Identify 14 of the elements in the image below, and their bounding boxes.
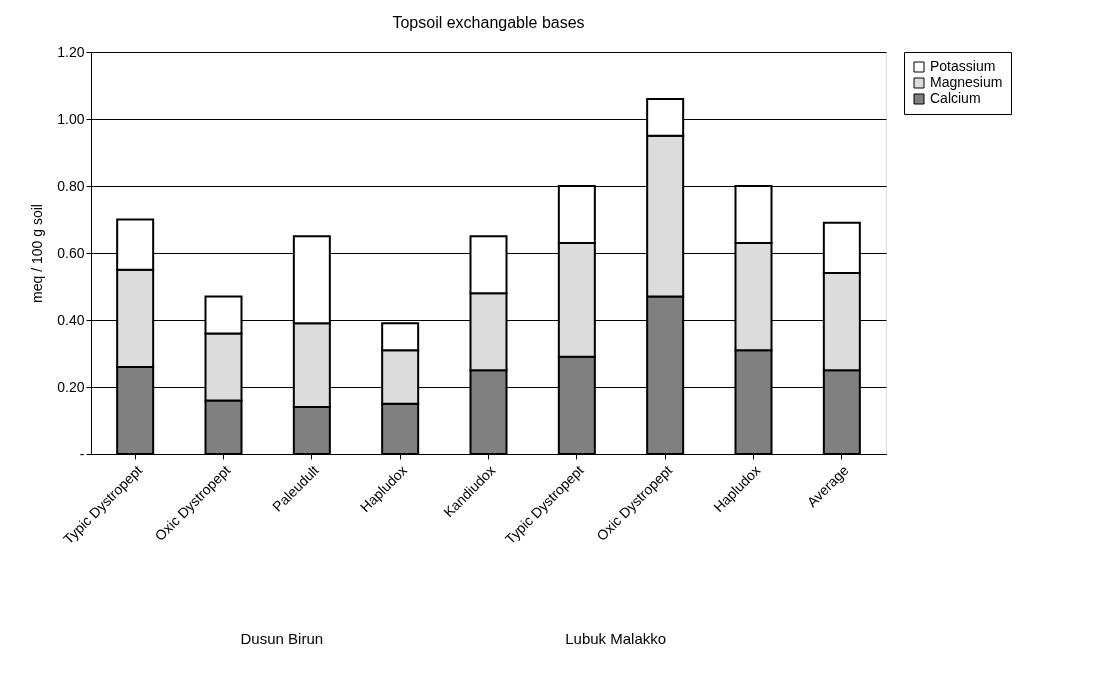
- text: Lubuk Malakko: [565, 630, 667, 647]
- text: Dusun Birun: [240, 630, 324, 647]
- legend-label: Potassium: [930, 58, 996, 74]
- y-tick-label: -: [79, 445, 85, 462]
- chart-title: Topsoil exchangable bases: [392, 14, 585, 31]
- y-axis-title: meq / 100 g soil: [29, 204, 46, 303]
- y-tick-label: 0.80: [57, 177, 85, 194]
- y-tick-label: 1.20: [57, 43, 85, 60]
- legend-label: Magnesium: [930, 74, 1003, 90]
- y-tick-label: 0.60: [57, 244, 85, 261]
- y-tick-label: 0.20: [57, 378, 85, 395]
- legend-label: Calcium: [930, 90, 981, 106]
- y-tick-label: 0.40: [57, 311, 85, 328]
- y-tick-label: 1.00: [57, 110, 85, 127]
